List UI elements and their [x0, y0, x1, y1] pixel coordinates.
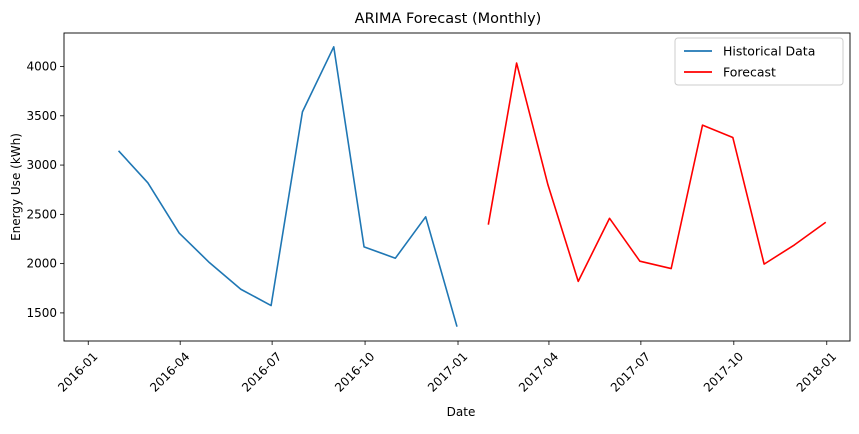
x-axis: 2016-01 2016-04 2016-07 2016-10 2017-01 2017-…	[55, 341, 839, 395]
y-tick-label: 2000	[26, 257, 57, 271]
x-tick-label: 2016-07	[239, 349, 284, 394]
plot-area	[63, 32, 851, 342]
y-tick-label: 4000	[26, 60, 57, 74]
y-axis: 1500 2000 2500 3000 3500 4000	[26, 60, 64, 320]
legend-label: Historical Data	[723, 44, 815, 59]
series-layer	[117, 45, 827, 327]
series-line-forecast	[487, 62, 827, 283]
y-axis-label: Energy Use (kWh)	[9, 133, 23, 241]
y-tick-label: 3000	[26, 158, 57, 172]
series-line-historical	[117, 45, 458, 327]
x-tick-label: 2017-04	[516, 349, 561, 394]
y-tick-label: 3500	[26, 109, 57, 123]
legend-label: Forecast	[723, 65, 776, 80]
legend-box	[674, 37, 844, 86]
chart-title: ARIMA Forecast (Monthly)	[355, 11, 542, 27]
x-tick-label: 2016-01	[55, 349, 100, 394]
y-tick-label: 2500	[26, 207, 57, 221]
x-axis-label: Date	[447, 405, 476, 419]
x-tick-label: 2017-07	[608, 349, 653, 394]
x-tick-label: 2018-01	[794, 349, 839, 394]
x-tick-label: 2017-10	[701, 349, 746, 394]
legend: Historical Data Forecast	[674, 37, 844, 86]
y-tick-label: 1500	[26, 306, 57, 320]
x-tick-label: 2017-01	[425, 349, 470, 394]
x-tick-label: 2016-04	[147, 349, 192, 394]
plot-frame	[63, 32, 851, 342]
x-tick-label: 2016-10	[332, 349, 377, 394]
